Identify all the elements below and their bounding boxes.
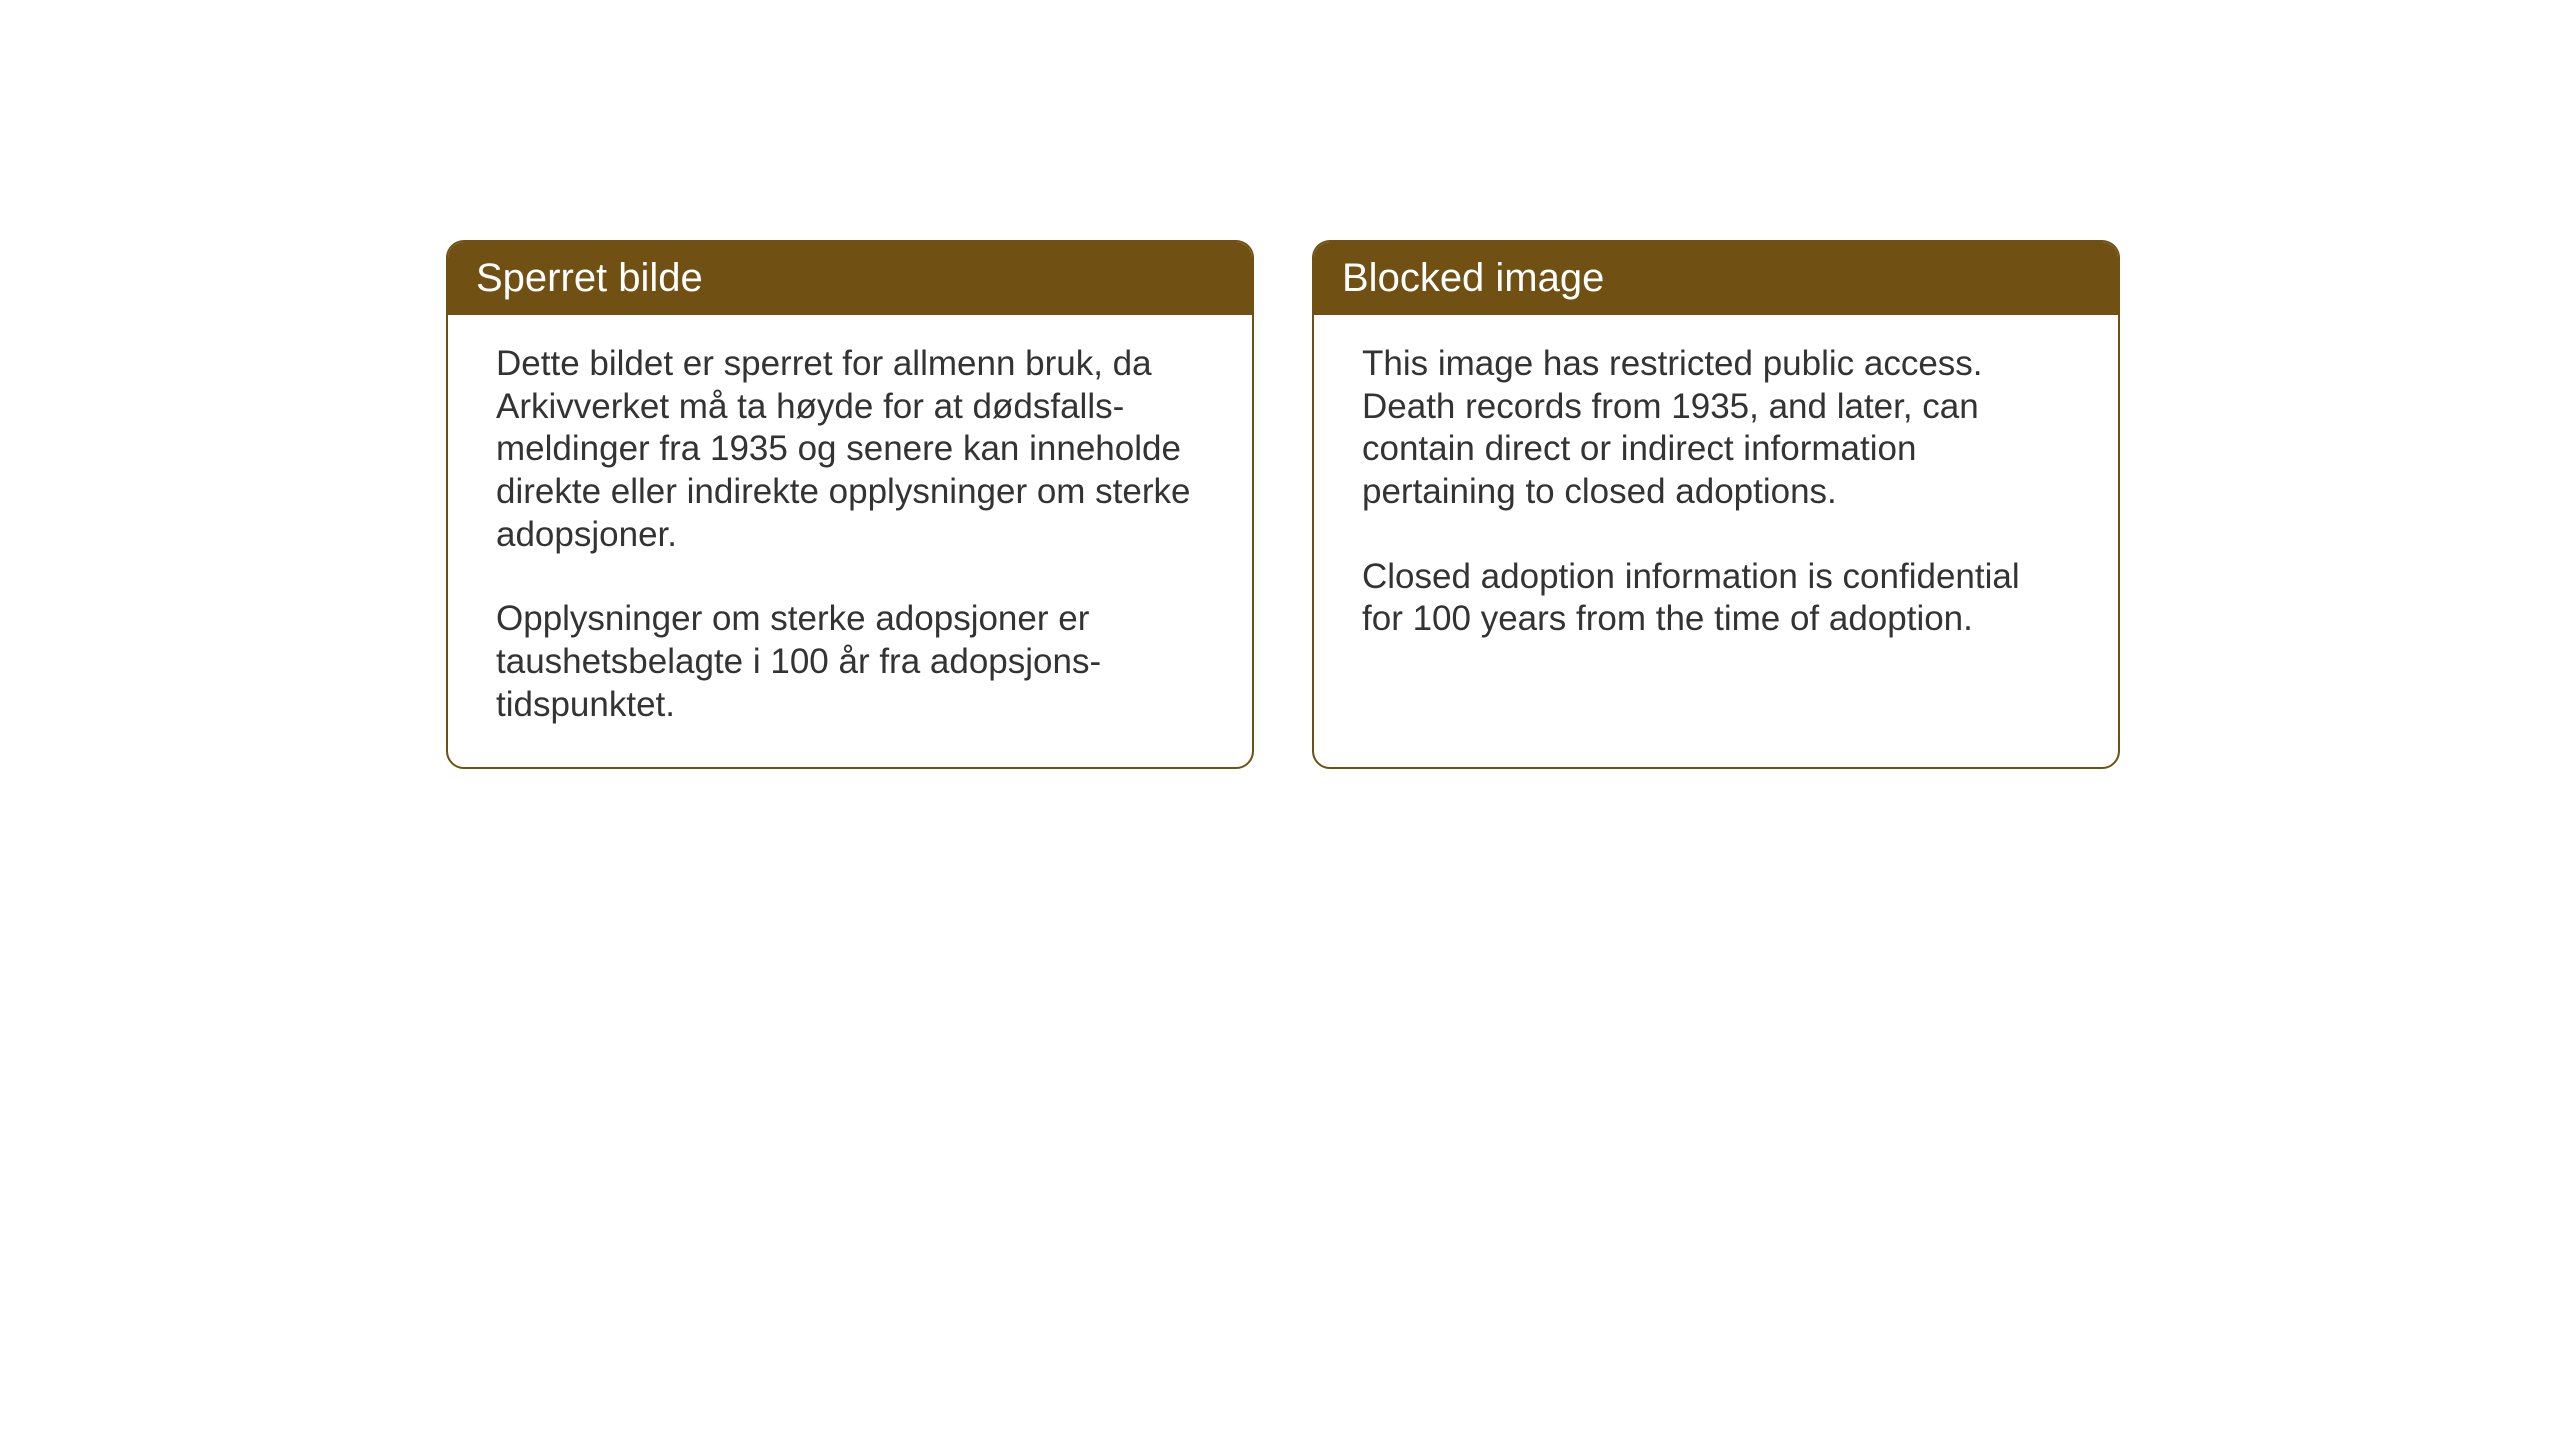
card-paragraph-norwegian-2: Opplysninger om sterke adopsjoner er tau… <box>496 598 1204 726</box>
notice-container: Sperret bilde Dette bildet er sperret fo… <box>446 240 2120 769</box>
card-header-english: Blocked image <box>1314 242 2118 315</box>
notice-card-norwegian: Sperret bilde Dette bildet er sperret fo… <box>446 240 1254 769</box>
card-paragraph-english-1: This image has restricted public access.… <box>1362 343 2070 514</box>
card-body-norwegian: Dette bildet er sperret for allmenn bruk… <box>448 315 1252 767</box>
card-paragraph-english-2: Closed adoption information is confident… <box>1362 556 2070 641</box>
card-title-english: Blocked image <box>1342 256 1604 300</box>
card-header-norwegian: Sperret bilde <box>448 242 1252 315</box>
card-body-english: This image has restricted public access.… <box>1314 315 2118 723</box>
notice-card-english: Blocked image This image has restricted … <box>1312 240 2120 769</box>
card-paragraph-norwegian-1: Dette bildet er sperret for allmenn bruk… <box>496 343 1204 556</box>
card-title-norwegian: Sperret bilde <box>476 256 703 300</box>
